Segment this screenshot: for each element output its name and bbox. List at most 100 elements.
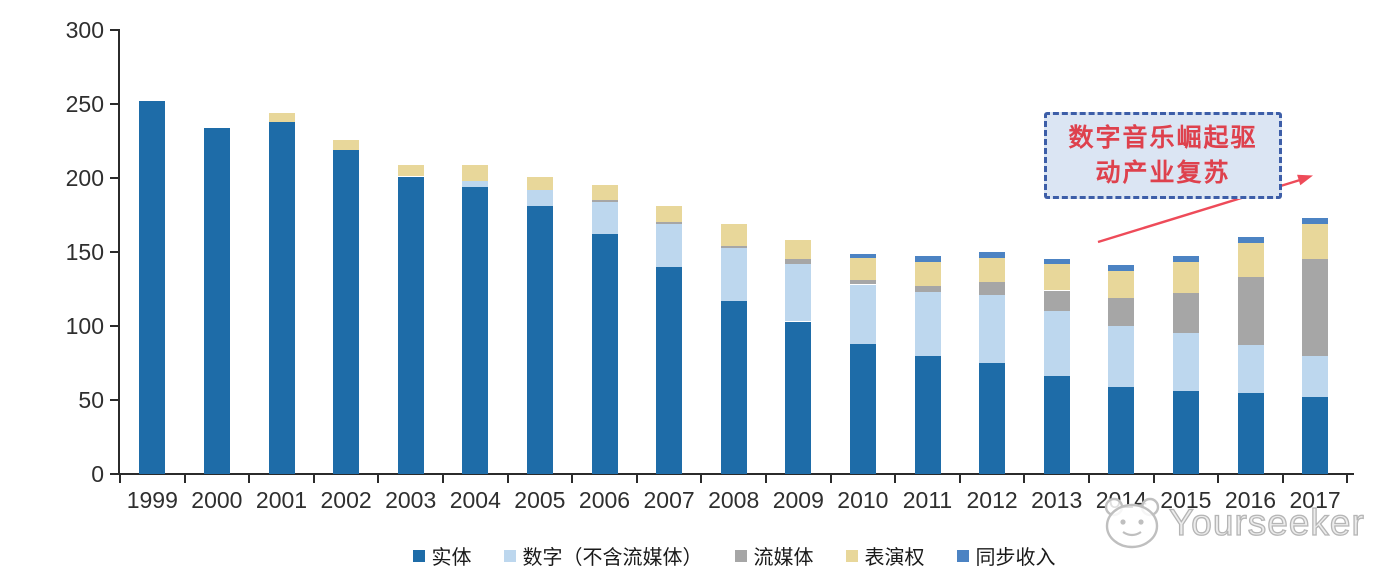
bar-segment bbox=[849, 253, 876, 258]
bar-segment bbox=[526, 176, 553, 190]
x-tick-mark bbox=[248, 475, 251, 483]
x-tick-label: 2005 bbox=[514, 487, 566, 513]
bar-segment bbox=[397, 176, 424, 474]
watermark-text: Yourseeker bbox=[1168, 501, 1365, 543]
x-tick-mark bbox=[442, 475, 444, 483]
bar-segment bbox=[203, 127, 230, 474]
bar-segment bbox=[1302, 355, 1329, 397]
annotation-line2: 动产业复苏 bbox=[1095, 159, 1231, 187]
x-tick-label: 2004 bbox=[449, 487, 501, 513]
x-tick-label: 2000 bbox=[191, 487, 243, 513]
y-tick-mark bbox=[110, 103, 119, 105]
legend-swatch bbox=[503, 549, 516, 562]
y-tick-mark bbox=[110, 29, 119, 31]
bar-segment bbox=[914, 262, 941, 287]
bar-segment bbox=[785, 321, 812, 474]
x-tick-mark bbox=[894, 475, 897, 483]
bar-segment bbox=[462, 186, 489, 474]
bar-segment bbox=[914, 286, 941, 292]
y-tick-label: 300 bbox=[65, 17, 104, 43]
x-tick-mark bbox=[183, 475, 186, 483]
bar-segment bbox=[1043, 376, 1070, 474]
bar-segment bbox=[1043, 263, 1070, 291]
bar-segment bbox=[979, 294, 1006, 363]
x-tick-label: 2016 bbox=[1224, 487, 1277, 513]
bar-segment bbox=[914, 355, 941, 474]
legend-label: 实体 bbox=[431, 547, 472, 569]
bar-segment bbox=[720, 300, 747, 474]
bar-segment bbox=[526, 206, 553, 474]
legend-item: 数字（不含流媒体） bbox=[503, 541, 703, 570]
x-tick-mark bbox=[1346, 475, 1349, 483]
x-tick-label: 1999 bbox=[126, 487, 178, 513]
bar-segment bbox=[591, 200, 618, 202]
bar-segment bbox=[720, 246, 747, 248]
bar-segment bbox=[656, 266, 683, 474]
legend-item: 实体 bbox=[412, 541, 472, 570]
bar-segment bbox=[1237, 277, 1264, 346]
legend-swatch bbox=[845, 549, 858, 562]
legend: 实体 数字（不含流媒体） 流媒体 表演权 同步收入 bbox=[120, 541, 1348, 570]
bar-segment bbox=[1108, 297, 1135, 326]
bar-segment bbox=[1172, 262, 1199, 294]
x-tick-mark bbox=[1281, 475, 1284, 483]
y-tick-mark bbox=[110, 325, 119, 327]
x-tick-mark bbox=[635, 475, 638, 483]
x-tick-mark bbox=[312, 475, 315, 483]
bar-segment bbox=[720, 223, 747, 247]
bar-segment bbox=[849, 280, 876, 285]
bar-segment bbox=[785, 259, 812, 264]
bar-segment bbox=[1172, 293, 1199, 334]
x-tick-mark bbox=[119, 475, 121, 483]
x-tick-label: 2011 bbox=[902, 487, 953, 513]
x-tick-mark bbox=[506, 475, 509, 483]
bar-segment bbox=[979, 363, 1006, 474]
bar-segment bbox=[139, 101, 166, 474]
bar-segment bbox=[979, 281, 1006, 295]
bar-segment bbox=[849, 284, 876, 344]
x-tick-mark bbox=[1152, 475, 1155, 483]
legend-label: 流媒体 bbox=[753, 547, 814, 569]
legend-label: 表演权 bbox=[864, 547, 925, 569]
x-tick-label: 2009 bbox=[772, 487, 824, 513]
bar-segment bbox=[526, 189, 553, 207]
bar-segment bbox=[333, 139, 360, 150]
bar-segment bbox=[1043, 311, 1070, 377]
bar-segment bbox=[1172, 333, 1199, 392]
y-tick-mark bbox=[110, 473, 119, 475]
bar-segment bbox=[1237, 237, 1264, 244]
bar-segment bbox=[785, 240, 812, 260]
bar-segment bbox=[1043, 259, 1070, 264]
y-tick-label: 200 bbox=[65, 165, 104, 191]
y-tick-label: 250 bbox=[65, 91, 104, 117]
x-axis-line bbox=[118, 473, 1354, 475]
legend-item: 表演权 bbox=[845, 541, 925, 570]
legend-swatch bbox=[734, 549, 747, 562]
y-tick-label: 50 bbox=[78, 387, 104, 413]
x-tick-mark bbox=[571, 475, 574, 483]
bar-segment bbox=[979, 252, 1006, 258]
legend-item: 流媒体 bbox=[734, 541, 814, 570]
annotation-line1: 数字音乐崛起驱 bbox=[1068, 124, 1258, 152]
bar-segment bbox=[849, 343, 876, 474]
x-tick-mark bbox=[765, 475, 767, 483]
x-tick-label: 2015 bbox=[1160, 487, 1212, 513]
x-tick-label: 2010 bbox=[837, 487, 889, 513]
bar-segment bbox=[720, 247, 747, 301]
bar-segment bbox=[1043, 290, 1070, 312]
bar-segment bbox=[785, 263, 812, 322]
bar-segment bbox=[462, 181, 489, 187]
x-tick-mark bbox=[377, 475, 380, 483]
bar-segment bbox=[1108, 326, 1135, 387]
x-tick-mark bbox=[700, 475, 703, 483]
y-tick-label: 100 bbox=[65, 313, 104, 339]
bar-segment bbox=[656, 206, 683, 223]
x-tick-label: 2003 bbox=[385, 487, 437, 513]
bar-segment bbox=[1237, 243, 1264, 278]
bar-segment bbox=[1302, 259, 1329, 356]
bar-segment bbox=[1108, 386, 1135, 474]
bar-segment bbox=[268, 121, 295, 474]
bar-segment bbox=[591, 201, 618, 235]
bar-segment bbox=[591, 234, 618, 474]
